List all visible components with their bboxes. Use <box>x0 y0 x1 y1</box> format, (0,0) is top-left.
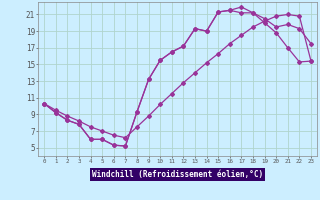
X-axis label: Windchill (Refroidissement éolien,°C): Windchill (Refroidissement éolien,°C) <box>92 170 263 179</box>
